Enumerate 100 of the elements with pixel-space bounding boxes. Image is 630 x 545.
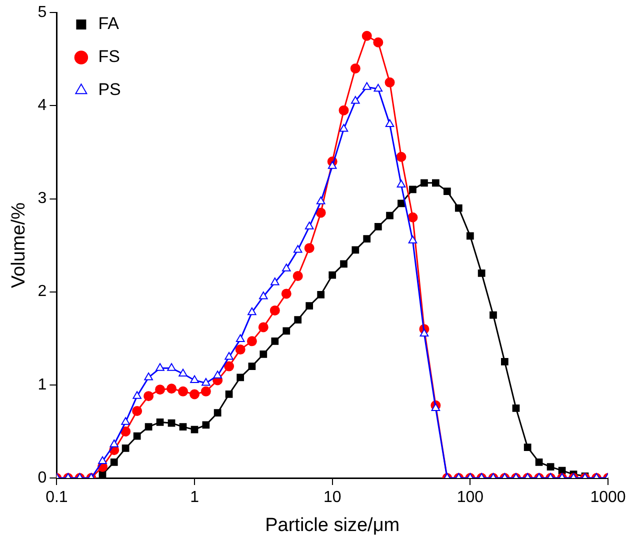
y-tick-label: 1 [38,376,47,394]
y-tick-label: 3 [38,190,47,208]
point [316,208,326,218]
point [385,119,394,128]
point [431,403,440,411]
point [179,423,187,430]
point [156,418,164,426]
point [535,458,543,466]
point [363,235,371,242]
point [156,363,164,371]
point [374,223,382,230]
point [248,362,256,370]
x-axis-title: Particle size/μm [265,514,400,536]
point [144,423,152,430]
point [408,236,418,244]
point [384,77,395,88]
point [98,456,107,464]
x-tick-label: 100 [456,489,484,506]
x-tick-label: 10 [323,489,342,506]
point [214,409,222,417]
y-tick-label: 2 [38,283,47,300]
point [200,386,211,396]
point [190,389,200,400]
point [292,271,303,282]
point [306,302,314,310]
point [466,232,474,240]
point [248,307,256,316]
legend-label: PS [98,80,121,100]
y-tick-label: 0 [38,469,47,486]
point [167,363,176,371]
point [178,368,188,376]
point [294,316,302,324]
point [386,212,394,220]
point [352,246,360,254]
point [202,421,210,429]
point [144,372,153,380]
point [328,161,337,169]
point [110,439,119,448]
point [224,361,234,372]
point [350,63,360,74]
y-axis-title: Volume/% [8,202,30,288]
point [316,196,326,204]
point [110,458,118,466]
point [396,152,406,162]
point [271,337,279,345]
point [144,391,154,402]
point [524,444,532,451]
point [432,179,440,187]
point [236,334,245,342]
point [373,37,384,48]
legend-label: FS [98,47,120,66]
point [340,260,348,268]
point [260,350,268,358]
point [409,186,416,194]
point [304,243,314,254]
point [420,179,428,187]
point [270,305,280,316]
point [133,432,141,440]
point [478,270,486,277]
x-tick-label: 1 [190,489,200,506]
point [258,322,268,332]
point [443,188,451,195]
point [293,244,302,253]
point [132,406,142,416]
point [213,370,222,378]
point [420,328,429,336]
y-tick-label: 5 [38,4,47,22]
point [408,212,418,222]
point [282,264,291,272]
point [282,327,290,335]
point [120,426,131,436]
point [454,204,462,212]
point [270,278,280,286]
point [166,384,177,394]
legend-label: FA [98,14,120,34]
point [168,419,176,427]
y-tick-label: 4 [38,97,47,114]
point [512,404,520,412]
point [362,30,372,41]
point [155,384,166,395]
point [246,336,257,346]
point [132,391,142,399]
point [121,417,130,425]
point [202,378,210,386]
point [236,374,244,382]
point [281,288,292,299]
point [304,222,314,230]
point [190,426,198,434]
point [501,358,508,366]
point [490,311,497,319]
point [396,180,406,188]
x-tick-label: 0.1 [46,489,68,506]
point [190,375,199,384]
point [328,271,336,279]
x-tick-label: 1000 [590,489,626,506]
point [398,200,405,208]
point [235,344,246,355]
point [317,290,325,298]
point [258,291,268,300]
point [225,390,233,398]
